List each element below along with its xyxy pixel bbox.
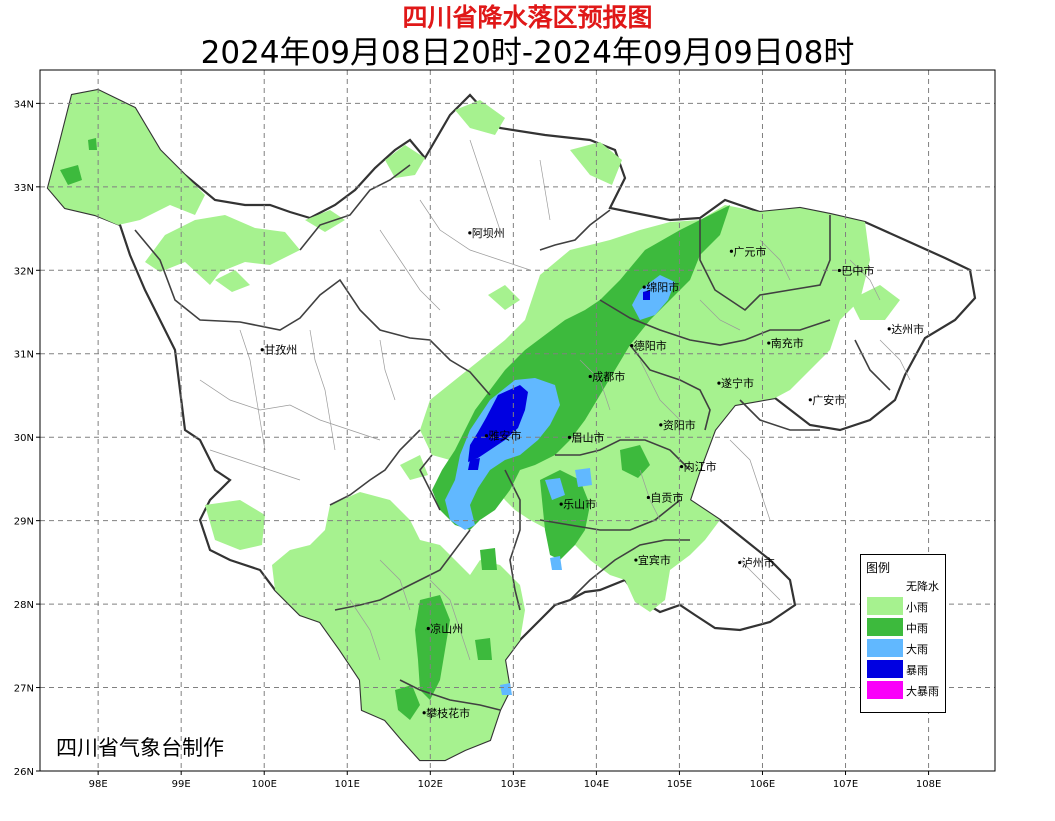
city-label: 巴中市	[841, 263, 874, 277]
legend-swatch	[867, 639, 903, 657]
city-marker	[426, 626, 430, 631]
city-marker	[808, 398, 812, 402]
legend-label: 大雨	[906, 643, 928, 656]
lat-tick-label: 26N	[14, 767, 34, 778]
city-label: 资阳市	[663, 418, 696, 432]
lat-tick-label: 30N	[14, 433, 34, 444]
lon-tick-label: 102E	[418, 779, 443, 790]
city-label: 绵阳市	[646, 280, 679, 294]
city-marker	[659, 423, 663, 427]
city-label: 乐山市	[563, 497, 596, 511]
city-marker	[679, 464, 684, 469]
city-label: 雅安市	[488, 429, 521, 443]
city-label: 遂宁市	[721, 376, 754, 390]
city-label: 内江市	[684, 460, 717, 474]
city-marker	[422, 711, 426, 715]
lat-tick-label: 27N	[14, 684, 34, 695]
city-marker	[484, 434, 489, 438]
lon-tick-label: 106E	[750, 779, 775, 790]
city-label: 阿坝州	[472, 226, 505, 240]
legend-swatch	[867, 660, 903, 678]
lat-tick-label: 31N	[14, 350, 34, 361]
city-marker	[588, 374, 592, 379]
city-label: 成都市	[592, 369, 625, 383]
lat-tick-label: 34N	[14, 99, 34, 110]
lon-tick-label: 103E	[501, 779, 526, 790]
lon-tick-label: 107E	[833, 779, 858, 790]
city-marker	[260, 348, 264, 352]
legend-swatch	[867, 576, 903, 594]
legend-swatch	[867, 597, 903, 615]
lon-tick-label: 101E	[335, 779, 360, 790]
admin-boundaries	[134, 164, 891, 711]
city-marker	[729, 249, 734, 253]
city-label: 广安市	[812, 393, 845, 407]
legend-title: 图例	[866, 561, 891, 575]
city-label: 德阳市	[634, 339, 667, 353]
city-label: 宜宾市	[638, 553, 671, 567]
city-marker	[767, 341, 771, 345]
legend-item: 暴雨	[864, 659, 942, 679]
city-marker	[634, 558, 638, 562]
city-label: 南充市	[771, 336, 804, 350]
city-label: 自贡市	[650, 490, 683, 504]
legend-item: 大雨	[864, 638, 942, 658]
lon-tick-label: 100E	[252, 779, 277, 790]
legend-label: 小雨	[906, 601, 928, 614]
credit-label: 四川省气象台制作	[56, 736, 224, 760]
legend-label: 无降水	[906, 580, 939, 593]
city-marker	[738, 560, 742, 565]
legend-item: 中雨	[864, 617, 942, 637]
axis-labels: 98E 99E 100E 101E 102E 103E 104E 105E 106E 107E 10…	[14, 99, 941, 790]
city-marker	[837, 268, 841, 273]
city-marker	[468, 231, 472, 235]
city-label: 泸州市	[742, 556, 775, 570]
forecast-period: 2024年09月08日20时-2024年09月09日08时	[200, 35, 855, 71]
city-marker	[887, 327, 891, 331]
city-marker	[630, 343, 634, 348]
county-boundaries	[199, 139, 911, 661]
legend-label: 中雨	[906, 622, 928, 635]
lon-tick-label: 99E	[172, 779, 191, 790]
city-label: 广元市	[733, 244, 766, 258]
map-frame	[39, 69, 996, 772]
lon-tick-label: 108E	[916, 779, 941, 790]
legend-swatch	[867, 618, 903, 636]
city-marker	[559, 502, 563, 506]
heavy-rain-areas	[445, 275, 675, 695]
city-label: 凉山州	[430, 621, 463, 635]
legend-item: 无降水	[864, 575, 942, 595]
city-label: 攀枝花市	[426, 706, 470, 720]
legend-swatch	[867, 681, 903, 699]
city-label: 眉山市	[571, 430, 604, 444]
legend-item: 小雨	[864, 596, 942, 616]
city-marker	[642, 285, 646, 289]
city-marker	[717, 381, 721, 385]
lat-tick-label: 32N	[14, 266, 34, 277]
lat-lon-grid	[40, 70, 995, 771]
city-label: 达州市	[891, 322, 924, 336]
light-rain-areas	[48, 90, 900, 760]
lat-tick-label: 28N	[14, 600, 34, 611]
legend-label: 暴雨	[906, 664, 928, 677]
legend: 图例 无降水小雨中雨大雨暴雨大暴雨	[860, 554, 946, 713]
legend-label: 大暴雨	[906, 685, 939, 698]
city-marker	[567, 435, 572, 439]
lat-tick-label: 33N	[14, 183, 34, 194]
lon-tick-label: 105E	[667, 779, 692, 790]
city-label: 甘孜州	[264, 343, 297, 357]
lon-tick-label: 98E	[89, 779, 108, 790]
lon-tick-label: 104E	[584, 779, 609, 790]
city-marker	[646, 495, 650, 500]
lat-tick-label: 29N	[14, 517, 34, 528]
map-title: 四川省降水落区预报图	[402, 3, 653, 32]
legend-item: 大暴雨	[864, 680, 942, 700]
